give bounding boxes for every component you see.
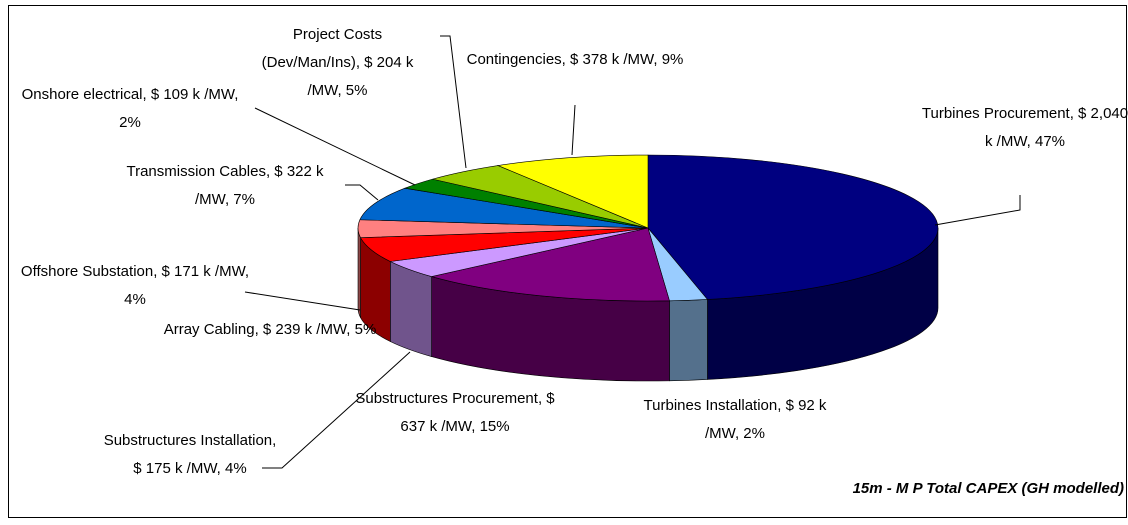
leader-line: [345, 184, 379, 201]
slice-side: [669, 299, 708, 382]
slice: [431, 227, 670, 302]
leader-line: [244, 291, 361, 311]
slice-side: [357, 227, 361, 318]
data-label: Array Cabling, $ 239 k /MW, 5%: [163, 321, 377, 338]
slice: [496, 154, 649, 229]
data-label: Turbines Installation, $ 92 k /MW, 2%: [643, 397, 827, 442]
slice-side: [390, 261, 432, 357]
frame: [8, 5, 1127, 518]
data-label: Substructures Installation, $ 175 k /MW,…: [103, 432, 277, 477]
chart-title: 15m - M P Total CAPEX (GH modelled): [852, 480, 1124, 497]
leader-line: [254, 107, 416, 186]
data-label: Substructures Procurement, $ 637 k /MW, …: [355, 390, 555, 435]
data-label: Contingencies, $ 378 k /MW, 9%: [466, 51, 684, 68]
slice: [359, 187, 649, 229]
data-label: Project Costs (Dev/Man/Ins), $ 204 k /MW…: [261, 26, 414, 99]
data-label: Transmission Cables, $ 322 k /MW, 7%: [126, 163, 324, 208]
leader-line: [262, 351, 411, 469]
slice: [647, 154, 939, 300]
leader-line: [934, 195, 1021, 226]
data-label: Offshore Substation, $ 171 k /MW, 4%: [20, 263, 250, 308]
leader-line: [571, 104, 576, 156]
data-label: Turbines Procurement, $ 2,040 k /MW, 47%: [921, 105, 1128, 150]
leader-line: [440, 35, 467, 169]
data-label: Onshore electrical, $ 109 k /MW, 2%: [21, 86, 239, 131]
